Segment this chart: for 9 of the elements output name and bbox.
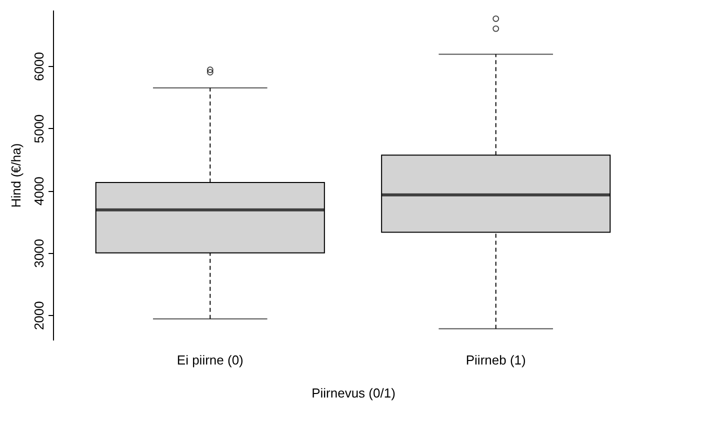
y-tick-label: 4000 bbox=[32, 176, 46, 206]
y-tick-label: 6000 bbox=[32, 52, 46, 81]
x-tick-label: Ei piirne (0) bbox=[176, 352, 244, 368]
y-tick-label: 2000 bbox=[32, 301, 46, 330]
x-axis-title: Piirnevus (0/1) bbox=[312, 386, 396, 400]
y-tick-label: 5000 bbox=[32, 114, 46, 144]
y-axis-title: Hind (€/ha) bbox=[8, 143, 24, 208]
y-tick-label: 3000 bbox=[32, 238, 46, 268]
x-tick-label: Piirneb (1) bbox=[466, 352, 526, 368]
